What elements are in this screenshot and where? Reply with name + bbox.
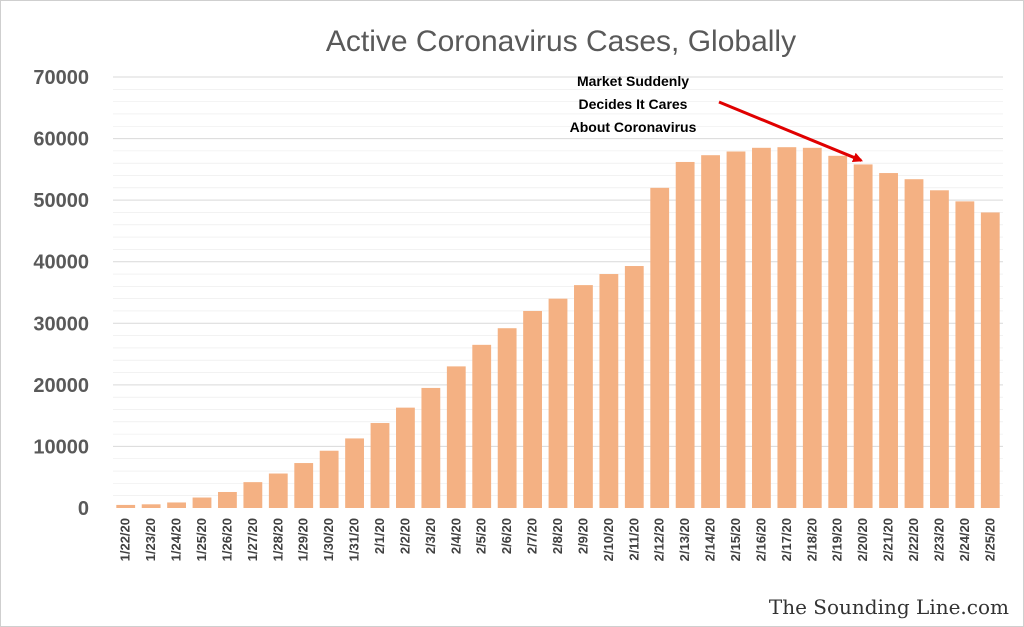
x-tick-label: 1/29/20 [296,518,311,561]
watermark: The Sounding Line.com [769,595,1009,619]
x-tick-label: 2/9/20 [575,518,590,554]
x-tick-label: 2/5/20 [474,518,489,554]
x-tick-label: 2/22/20 [906,518,921,561]
x-tick-label: 2/7/20 [525,518,540,554]
bar-1-29-20 [294,463,314,508]
x-tick-label: 2/10/20 [601,518,616,561]
x-tick-label: 2/23/20 [931,518,946,561]
y-tick-label: 70000 [33,67,89,89]
bar-2-18-20 [802,147,822,509]
annotation: Market Suddenly Decides It Cares About C… [570,73,863,163]
bar-2-8-20 [548,298,568,508]
x-tick-label: 2/16/20 [753,518,768,561]
bar-2-12-20 [650,187,670,509]
x-tick-label: 2/24/20 [957,518,972,561]
x-tick-label: 2/17/20 [779,518,794,561]
x-tick-label: 2/11/20 [626,518,641,561]
y-tick-label: 10000 [33,436,89,458]
x-tick-label: 2/6/20 [499,518,514,554]
bar-2-24-20 [955,201,975,509]
y-tick-label: 40000 [33,252,89,274]
bar-2-14-20 [701,155,720,508]
x-tick-label: 1/31/20 [347,518,362,561]
chart-title: Active Coronavirus Cases, Globally [326,25,796,58]
bar-2-16-20 [752,147,771,509]
annotation-arrow [718,100,863,163]
annotation-line-1: Market Suddenly [577,73,689,89]
bar-2-15-20 [726,151,746,508]
x-tick-label: 1/27/20 [245,518,260,561]
bar-2-4-20 [446,366,466,508]
x-tick-label: 2/18/20 [804,518,819,561]
bar-1-25-20 [192,497,212,508]
annotation-line-3: About Coronavirus [570,119,697,135]
x-axis-ticks: 1/22/20 1/23/20 1/24/20 1/25/20 1/26/20 1/27/… [118,518,998,561]
x-tick-label: 1/23/20 [143,518,158,561]
x-tick-label: 2/21/20 [881,518,896,561]
bar-1-30-20 [319,450,339,508]
bars [116,147,1000,509]
x-tick-label: 1/28/20 [270,518,285,561]
x-tick-label: 2/4/20 [448,518,463,554]
x-tick-label: 2/14/20 [703,518,718,561]
bar-2-19-20 [828,155,848,508]
x-tick-label: 1/30/20 [321,518,336,561]
x-tick-label: 2/3/20 [423,518,438,554]
x-tick-label: 2/2/20 [397,518,412,554]
y-axis-ticks: 0 10000 20000 30000 40000 50000 60000 70000 [33,67,89,520]
y-tick-label: 50000 [33,190,89,212]
y-tick-label: 20000 [33,375,89,397]
y-tick-label: 60000 [33,129,89,151]
bar-2-17-20 [777,147,797,509]
bar-1-27-20 [243,482,263,508]
y-tick-label: 0 [78,498,89,520]
bar-2-20-20 [853,164,873,508]
x-tick-label: 2/13/20 [677,518,692,561]
bar-2-22-20 [904,179,924,509]
x-tick-label: 2/15/20 [728,518,743,561]
x-tick-label: 2/8/20 [550,518,565,554]
bar-1-24-20 [167,502,186,508]
x-tick-label: 1/24/20 [169,518,184,561]
bar-2-7-20 [523,310,542,508]
bar-1-28-20 [268,473,288,508]
bar-2-3-20 [421,387,441,508]
bar-1-31-20 [345,438,364,508]
y-tick-label: 30000 [33,313,89,335]
bar-2-21-20 [879,173,898,508]
bar-2-11-20 [624,266,644,508]
x-tick-label: 1/26/20 [219,518,234,561]
bar-2-10-20 [599,274,619,508]
bar-1-23-20 [141,504,161,508]
bar-1-26-20 [218,491,237,508]
x-tick-label: 2/19/20 [830,518,845,561]
x-tick-label: 2/12/20 [652,518,667,561]
bar-2-25-20 [980,212,1000,508]
x-tick-label: 1/25/20 [194,518,209,561]
x-tick-label: 2/20/20 [855,518,870,561]
bar-2-1-20 [370,423,390,508]
bar-2-9-20 [574,285,593,508]
bar-2-2-20 [396,407,415,508]
x-tick-label: 1/22/20 [118,518,133,561]
bar-2-6-20 [497,328,517,508]
bar-2-5-20 [472,344,492,508]
annotation-line-2: Decides It Cares [579,96,688,112]
bar-2-13-20 [675,161,695,508]
bar-1-22-20 [116,504,136,508]
x-tick-label: 2/25/20 [982,518,997,561]
bar-2-23-20 [930,190,949,508]
x-tick-label: 2/1/20 [372,518,387,554]
